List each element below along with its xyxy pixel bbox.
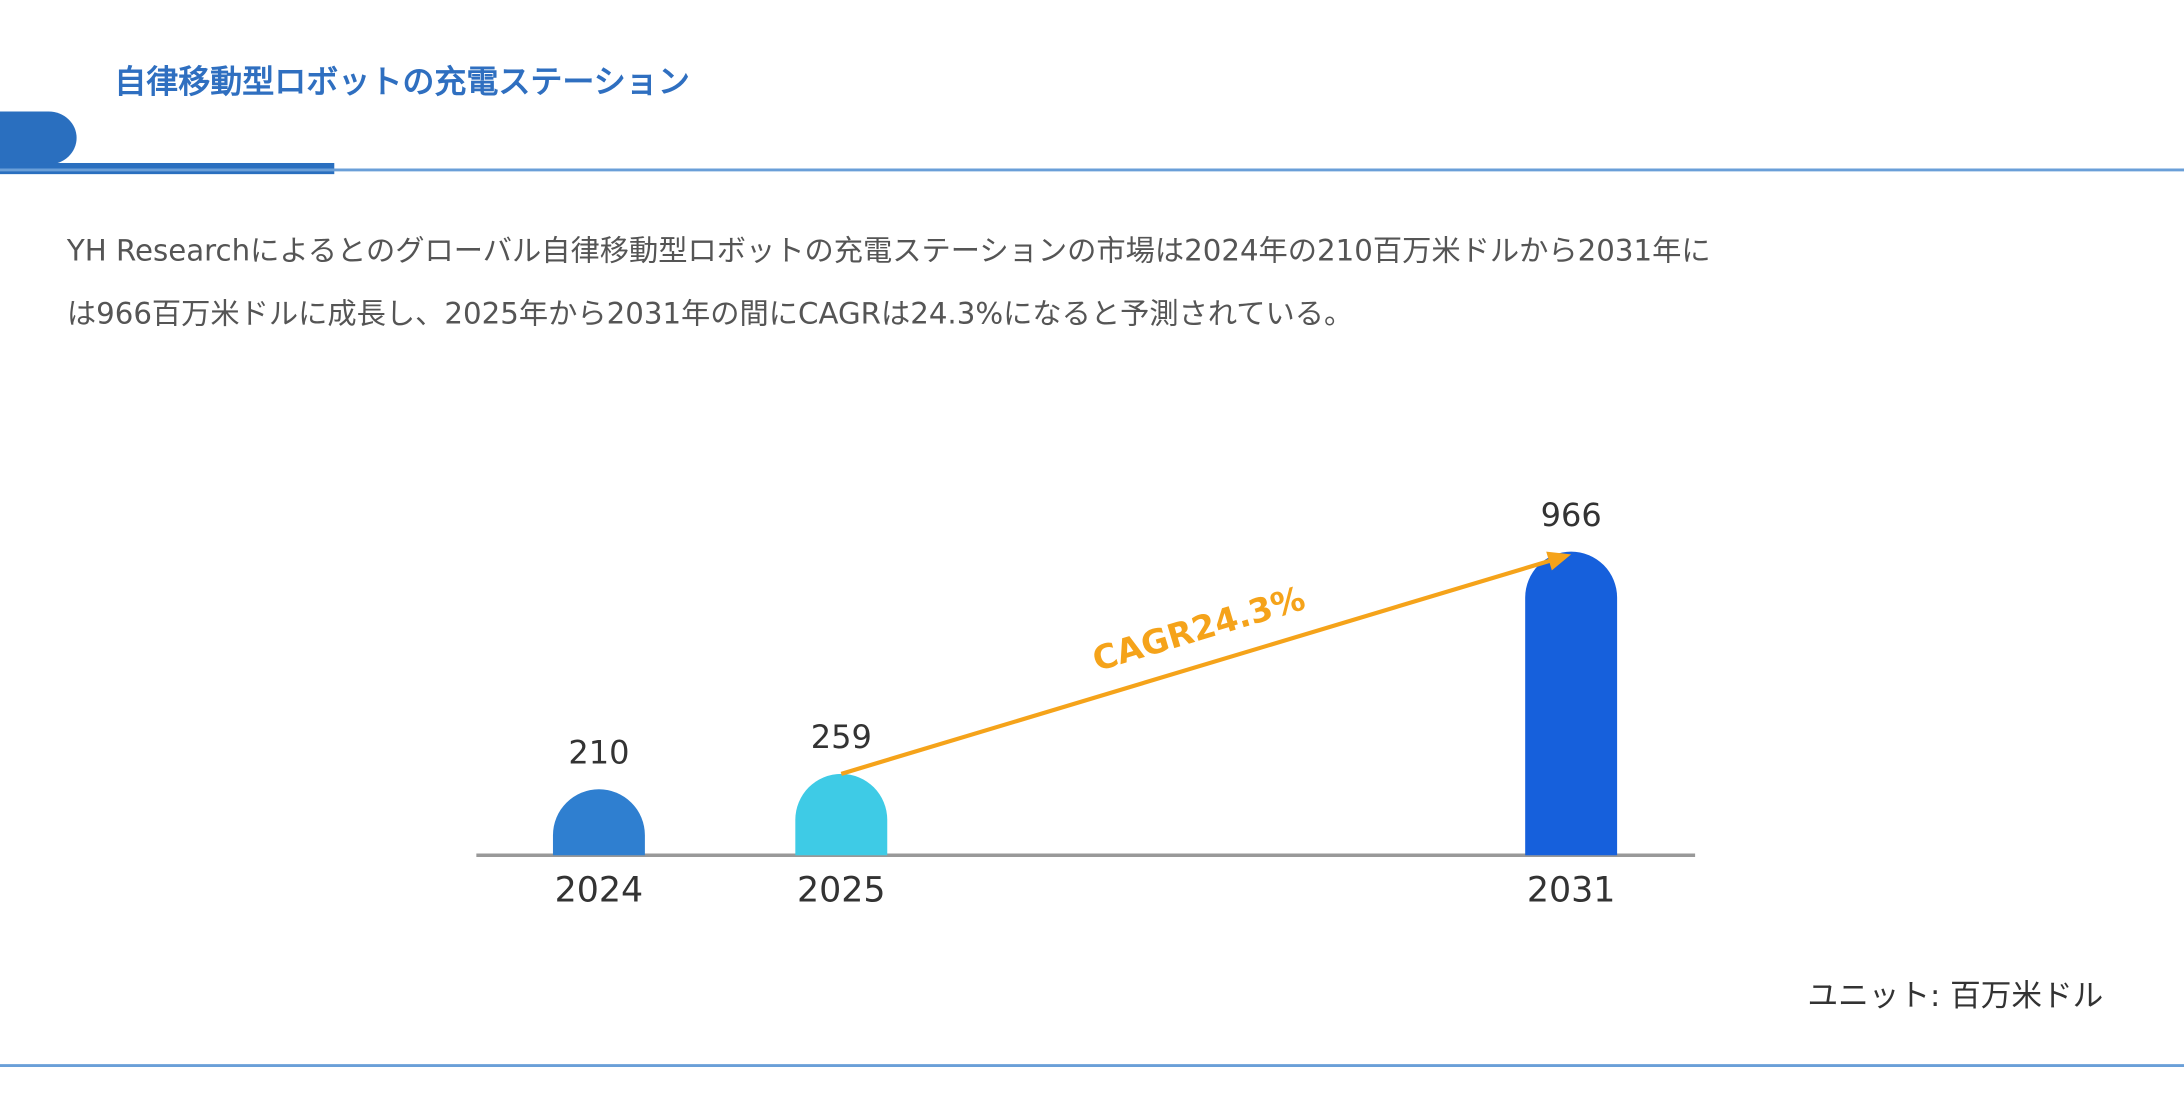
- cagr-arrowhead: [1546, 551, 1572, 571]
- header-tab: [0, 111, 77, 165]
- header-title: 自律移動型ロボットの充電ステーション: [114, 63, 690, 101]
- unit-note: ユニット: 百万米ドル: [1808, 979, 2104, 1014]
- value-label: 259: [811, 718, 872, 756]
- paragraph-line: YH Researchによるとのグローバル自律移動型ロボットの充電ステーションの…: [66, 234, 1711, 268]
- x-tick-label: 2024: [555, 870, 644, 910]
- value-label: 210: [568, 733, 629, 771]
- x-tick-label: 2025: [797, 870, 886, 910]
- x-tick-label: 2031: [1527, 870, 1616, 910]
- bar: [552, 789, 645, 856]
- paragraph-line: は966百万米ドルに成長し、2025年から2031年の間にCAGRは24.3%に…: [67, 296, 1353, 330]
- cagr-label: CAGR24.3%: [1088, 578, 1309, 679]
- bar: [1525, 551, 1618, 856]
- bar: [795, 773, 888, 856]
- value-label: 966: [1541, 496, 1602, 534]
- cagr-arrow: [840, 557, 1554, 776]
